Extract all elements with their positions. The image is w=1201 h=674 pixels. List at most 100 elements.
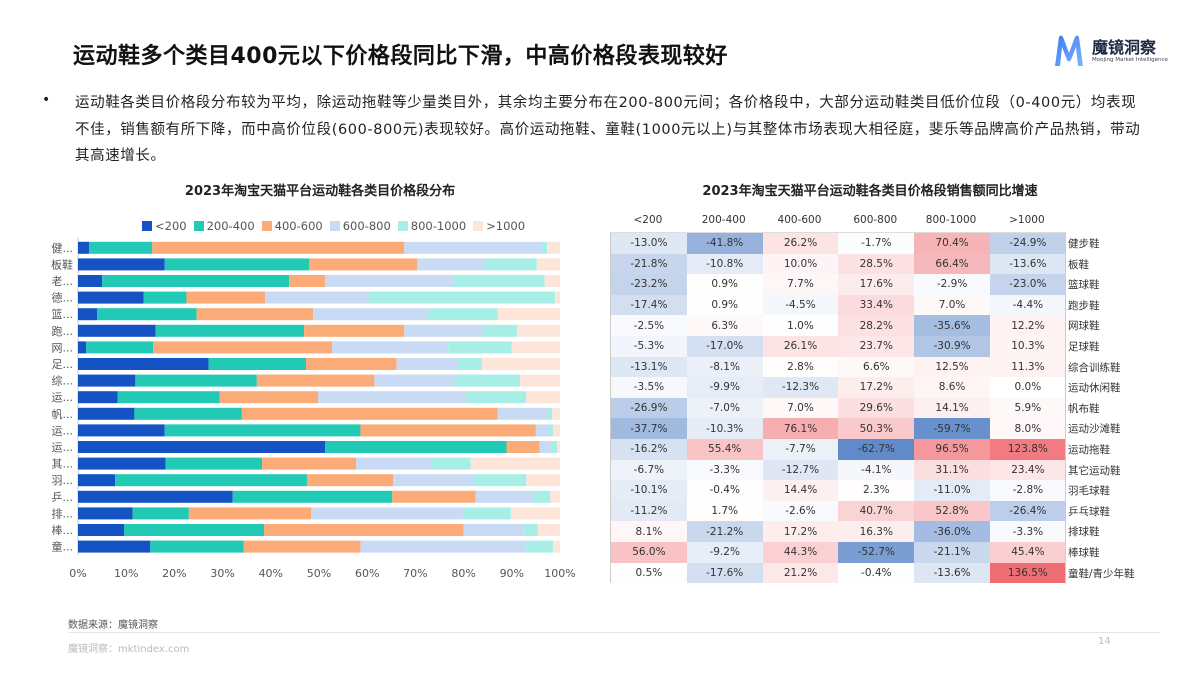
heatmap-cell: -21.1% <box>914 541 990 563</box>
bar-segment <box>132 507 189 520</box>
heatmap-row: 0.5% -17.6% 21.2% -0.4% -13.6% 136.5% <box>611 562 1066 584</box>
bar-segment <box>78 490 233 503</box>
heatmap-cell: 2.8% <box>762 356 839 378</box>
heatmap-cell: 33.4% <box>838 294 915 316</box>
logo-name: 魔镜洞察 <box>1092 38 1157 57</box>
heatmap-cell: 55.4% <box>686 438 763 460</box>
heatmap-cell: -23.2% <box>611 274 687 295</box>
heatmap-cell: -5.3% <box>611 335 687 357</box>
heatmap-cell: 17.2% <box>838 377 915 398</box>
heatmap-cell: -7.0% <box>686 397 763 419</box>
heatmap-cell: -2.9% <box>914 274 990 295</box>
bar-segment <box>243 540 361 553</box>
heatmap-cell: -9.2% <box>686 541 763 563</box>
category-label: 健... <box>52 242 74 255</box>
legend-label: 200-400 <box>206 219 255 233</box>
bar-segment <box>546 241 560 254</box>
heatmap-cell: -17.4% <box>611 294 687 316</box>
legend-label: 800-1000 <box>410 219 467 233</box>
heatmap-cell: 17.6% <box>838 274 915 295</box>
bar-segment <box>404 241 542 254</box>
heatmap-cell: 1.7% <box>686 500 763 522</box>
x-tick-label: 40% <box>259 567 283 580</box>
heatmap-cell: 44.3% <box>762 541 839 563</box>
category-label: 羽... <box>52 474 74 487</box>
heatmap-cell: 10.0% <box>762 253 839 275</box>
legend-swatch <box>329 221 340 231</box>
bar-segment <box>78 241 90 254</box>
heatmap-cell: 14.4% <box>762 480 839 501</box>
heatmap-row: -5.3% -17.0% 26.1% 23.7% -30.9% 10.3% <box>611 335 1066 357</box>
bar-segment <box>153 341 333 354</box>
heatmap-cell: -7.7% <box>762 438 839 460</box>
legend-item: >1000 <box>473 219 525 233</box>
heatmap-row-label: 综合训练鞋 <box>1068 361 1121 374</box>
bar-segment <box>325 441 507 453</box>
heatmap-row-label: 棒球鞋 <box>1068 547 1100 559</box>
heatmap-row-label: 童鞋/青少年鞋 <box>1068 567 1135 580</box>
heatmap-cell: -24.9% <box>989 233 1066 254</box>
heatmap-column-header: 800-1000 <box>925 214 977 226</box>
heatmap-cell: 96.5% <box>914 438 990 460</box>
data-source: 数据来源：魔镜洞察 <box>68 620 158 631</box>
heatmap-cell: -3.3% <box>989 521 1066 542</box>
heatmap-cell: 0.9% <box>686 294 763 316</box>
heatmap-cell: 29.6% <box>838 397 915 419</box>
heatmap-column-header: >1000 <box>1009 214 1045 226</box>
heatmap-cell: -0.4% <box>686 480 763 501</box>
logo-tagline: Moojing Market Intelligence <box>1092 57 1168 63</box>
bar-segment <box>404 324 483 337</box>
bar-segment <box>360 540 527 553</box>
bar-segment <box>78 341 87 354</box>
heatmap-cell: -26.4% <box>989 500 1066 522</box>
bar-segment <box>78 308 98 321</box>
heatmap-row-label: 篮球鞋 <box>1068 279 1100 292</box>
heatmap-row: -17.4% 0.9% -4.5% 33.4% 7.0% -4.4% <box>611 294 1066 316</box>
heatmap-cell: -3.3% <box>686 459 763 481</box>
heatmap-cell: 12.2% <box>989 315 1066 336</box>
bar-segment <box>78 324 156 337</box>
heatmap-cell: -23.0% <box>989 274 1066 295</box>
bar-segment <box>533 490 551 503</box>
heatmap-cell: -16.2% <box>611 438 687 460</box>
bar-segment <box>134 407 242 420</box>
heatmap-row-label: 板鞋 <box>1068 258 1089 271</box>
bar-segment <box>517 324 560 337</box>
heatmap-cell: 8.6% <box>914 377 990 398</box>
category-label: 棒... <box>52 523 74 537</box>
bar-segment <box>78 457 166 470</box>
heatmap-cell: -2.6% <box>762 500 839 522</box>
heatmap-cell: 123.8% <box>989 438 1066 460</box>
category-label: 网... <box>52 341 74 354</box>
bar-segment <box>454 374 520 387</box>
bar-segment <box>332 341 449 354</box>
bar-segment <box>463 507 511 520</box>
heatmap-cell: -10.8% <box>686 253 763 275</box>
bar-segment <box>164 258 310 271</box>
legend-swatch <box>473 221 484 231</box>
heatmap-cell: 0.0% <box>989 377 1066 398</box>
heatmap-cell: 31.1% <box>914 459 990 481</box>
x-tick-label: 0% <box>69 567 86 580</box>
heatmap-cell: -62.7% <box>838 438 915 460</box>
heatmap-row-label: 跑步鞋 <box>1068 299 1100 312</box>
bar-chart-title: 2023年淘宝天猫平台运动鞋各类目价格段分布 <box>184 184 456 199</box>
x-tick-label: 10% <box>114 567 138 580</box>
category-label: 其... <box>52 458 74 471</box>
bar-segment <box>219 391 319 404</box>
heatmap-row: -21.8% -10.8% 10.0% 28.5% 66.4% -13.6% <box>611 253 1066 275</box>
x-tick-label: 60% <box>355 567 379 580</box>
bar-segment <box>208 358 306 370</box>
heatmap-row: -3.5% -9.9% -12.3% 17.2% 8.6% 0.0% <box>611 377 1066 398</box>
bar-segment <box>536 258 560 271</box>
heatmap-row-label: 运动休闲鞋 <box>1068 382 1121 395</box>
legend-label: 600-800 <box>342 219 391 233</box>
heatmap-cell: 28.2% <box>838 315 915 336</box>
heatmap-title: 2023年淘宝天猫平台运动鞋各类目价格段销售额同比增速 <box>702 184 1038 199</box>
bar-segment <box>526 540 554 553</box>
heatmap-cell: -26.9% <box>611 397 687 419</box>
heatmap-cell: 7.0% <box>914 294 990 316</box>
bar-segment <box>550 490 560 503</box>
heatmap-table: -13.0% -41.8% 26.2% -1.7% 70.4% -24.9% -21.8% -… <box>610 232 1066 584</box>
category-label: 帆... <box>52 407 74 421</box>
